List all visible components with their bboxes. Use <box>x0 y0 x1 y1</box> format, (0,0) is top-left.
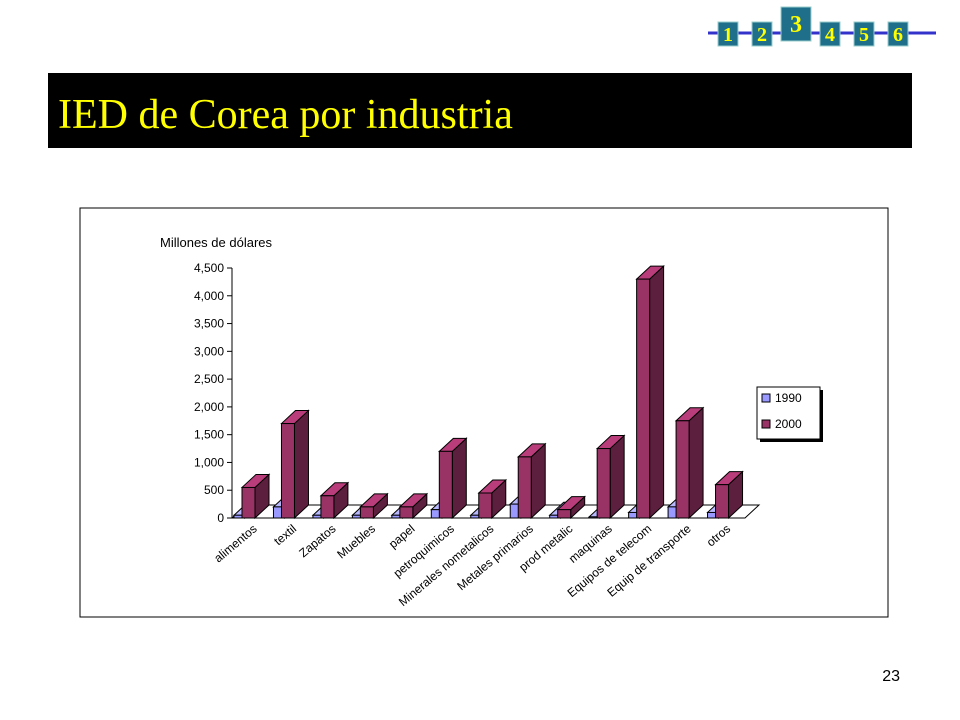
page-number: 23 <box>882 668 900 685</box>
y-tick-label: 4,000 <box>194 289 224 303</box>
y-tick-label: 4,500 <box>194 261 224 275</box>
bar <box>399 506 414 519</box>
bar <box>478 492 493 519</box>
nav-button <box>751 21 773 47</box>
nav-label: 1 <box>723 24 733 46</box>
y-tick-label: 3,500 <box>194 317 224 331</box>
bar-side <box>451 437 467 520</box>
y-tick-label: 0 <box>217 511 224 525</box>
bar-side <box>688 406 704 520</box>
bar <box>359 506 374 519</box>
nav-label: 3 <box>790 12 802 38</box>
title-bar <box>48 73 912 148</box>
y-tick-label: 3,000 <box>194 344 224 358</box>
bar <box>438 450 453 519</box>
chart-frame <box>79 207 889 618</box>
bar <box>557 509 572 519</box>
y-axis-label: Millones de dólares <box>160 235 273 250</box>
nav-button <box>819 21 841 47</box>
nav-button <box>717 21 739 47</box>
legend-label: 2000 <box>775 417 802 431</box>
bar <box>517 456 532 519</box>
bar-side <box>649 264 665 520</box>
nav: 1 2 3 4 5 6 <box>717 6 909 47</box>
y-tick-label: 1,000 <box>194 455 224 469</box>
bar <box>636 278 651 519</box>
y-tick-label: 1,500 <box>194 428 224 442</box>
bar-side <box>609 434 625 520</box>
y-tick-label: 2,000 <box>194 400 224 414</box>
bar <box>675 420 690 519</box>
bar-side <box>293 409 309 520</box>
legend-label: 1990 <box>775 391 802 405</box>
nav-button <box>780 6 812 42</box>
nav-button <box>853 21 875 47</box>
bar <box>715 484 730 519</box>
nav-button <box>887 21 909 47</box>
slide-title: IED de Corea por industria <box>58 92 513 138</box>
legend-swatch <box>761 419 771 429</box>
nav-label: 5 <box>859 24 869 46</box>
bar <box>596 448 611 519</box>
bar <box>320 495 335 519</box>
nav-label: 6 <box>893 24 903 46</box>
y-tick-label: 2,500 <box>194 372 224 386</box>
nav-label: 4 <box>825 24 835 46</box>
nav-label: 2 <box>757 24 767 46</box>
bar <box>280 423 295 519</box>
bar <box>241 486 256 519</box>
y-tick-label: 500 <box>204 483 224 497</box>
legend-swatch <box>761 393 771 403</box>
